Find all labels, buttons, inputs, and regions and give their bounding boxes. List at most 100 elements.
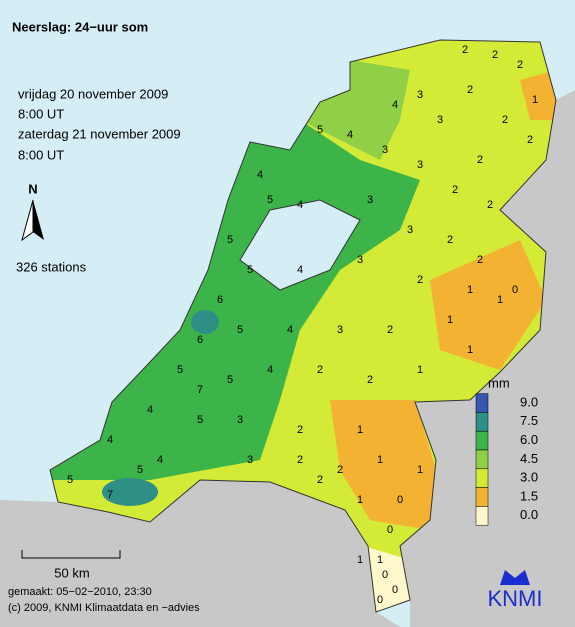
legend-label: 6.0 xyxy=(520,432,538,447)
station-value: 2 xyxy=(317,474,323,486)
station-value: 4 xyxy=(287,324,293,336)
station-value: 0 xyxy=(387,524,393,536)
legend-label: 1.5 xyxy=(520,488,538,503)
station-value: 4 xyxy=(267,364,273,376)
station-value: 5 xyxy=(197,414,203,426)
station-value: 2 xyxy=(387,324,393,336)
footer: (c) 2009, KNMI Klimaatdata en −advies xyxy=(8,602,200,614)
logo: KNMI xyxy=(488,586,543,611)
station-value: 5 xyxy=(227,234,233,246)
legend-label: 3.0 xyxy=(520,470,538,485)
station-value: 2 xyxy=(477,154,483,166)
station-value: 7 xyxy=(197,384,203,396)
station-value: 5 xyxy=(227,374,233,386)
station-value: 3 xyxy=(337,324,343,336)
station-value: 2 xyxy=(317,364,323,376)
station-value: 1 xyxy=(532,94,538,106)
legend-label: 9.0 xyxy=(520,394,538,409)
station-value: 4 xyxy=(347,129,353,141)
station-value: 2 xyxy=(462,44,468,56)
station-value: 3 xyxy=(437,114,443,126)
date-line: 8:00 UT xyxy=(18,147,64,162)
station-value: 5 xyxy=(247,264,253,276)
north-arrow xyxy=(33,200,44,240)
station-value: 4 xyxy=(107,434,113,446)
station-value: 6 xyxy=(197,334,203,346)
legend-swatch xyxy=(475,506,489,526)
station-value: 3 xyxy=(237,414,243,426)
station-value: 5 xyxy=(317,124,323,136)
station-value: 1 xyxy=(417,364,423,376)
station-value: 2 xyxy=(367,374,373,386)
station-value: 2 xyxy=(337,464,343,476)
station-value: 2 xyxy=(492,49,498,61)
date-line: vrijdag 20 november 2009 xyxy=(18,86,168,101)
zone xyxy=(191,310,219,334)
legend-swatch xyxy=(475,449,489,470)
station-count: 326 stations xyxy=(16,259,87,274)
station-value: 1 xyxy=(357,554,363,566)
station-value: 2 xyxy=(477,254,483,266)
station-value: 2 xyxy=(502,114,508,126)
station-value: 6 xyxy=(217,294,223,306)
station-value: 0 xyxy=(512,284,518,296)
station-value: 4 xyxy=(147,404,153,416)
station-value: 1 xyxy=(377,454,383,466)
footer: gemaakt: 05−02−2010, 23:30 xyxy=(8,586,152,598)
station-value: 2 xyxy=(297,424,303,436)
legend-title: mm xyxy=(488,375,510,390)
station-value: 0 xyxy=(392,584,398,596)
station-value: 1 xyxy=(377,554,383,566)
station-value: 4 xyxy=(157,454,163,466)
station-value: 2 xyxy=(417,274,423,286)
station-value: 5 xyxy=(267,194,273,206)
station-value: 3 xyxy=(417,159,423,171)
ijsselmeer xyxy=(239,199,361,291)
legend-swatch xyxy=(475,393,489,413)
station-value: 2 xyxy=(447,234,453,246)
station-value: 2 xyxy=(297,454,303,466)
station-value: 3 xyxy=(382,144,388,156)
station-value: 3 xyxy=(367,194,373,206)
legend-label: 4.5 xyxy=(520,451,538,466)
border xyxy=(49,39,557,613)
legend-swatch xyxy=(475,412,489,432)
station-value: 1 xyxy=(357,424,363,436)
title: Neerslag: 24−uur som xyxy=(12,19,148,34)
legend-label: 7.5 xyxy=(520,413,538,428)
station-value: 3 xyxy=(357,254,363,266)
station-value: 2 xyxy=(487,199,493,211)
station-value: 1 xyxy=(467,344,473,356)
legend-swatch xyxy=(475,430,489,451)
station-value: 2 xyxy=(467,84,473,96)
station-value: 2 xyxy=(517,59,523,71)
station-value: 1 xyxy=(357,494,363,506)
north-label: N xyxy=(28,181,37,196)
logo-crown xyxy=(500,570,530,585)
station-value: 5 xyxy=(67,474,73,486)
station-value: 1 xyxy=(417,464,423,476)
station-value: 3 xyxy=(407,224,413,236)
station-value: 1 xyxy=(467,284,473,296)
station-value: 4 xyxy=(257,169,263,181)
station-value: 0 xyxy=(397,494,403,506)
station-value: 3 xyxy=(247,454,253,466)
legend-label: 0.0 xyxy=(520,507,538,522)
station-value: 4 xyxy=(297,199,303,211)
scale-label: 50 km xyxy=(54,565,89,580)
station-value: 7 xyxy=(107,489,113,501)
date-line: zaterdag 21 november 2009 xyxy=(18,126,181,141)
station-value: 5 xyxy=(237,324,243,336)
zone xyxy=(300,60,410,160)
station-value: 2 xyxy=(452,184,458,196)
neighbour-land xyxy=(0,90,575,627)
station-value: 3 xyxy=(417,89,423,101)
zone xyxy=(330,70,556,530)
station-value: 1 xyxy=(447,314,453,326)
station-value: 4 xyxy=(297,264,303,276)
legend-swatch xyxy=(475,487,489,507)
station-value: 0 xyxy=(382,569,388,581)
station-value: 0 xyxy=(377,594,383,606)
